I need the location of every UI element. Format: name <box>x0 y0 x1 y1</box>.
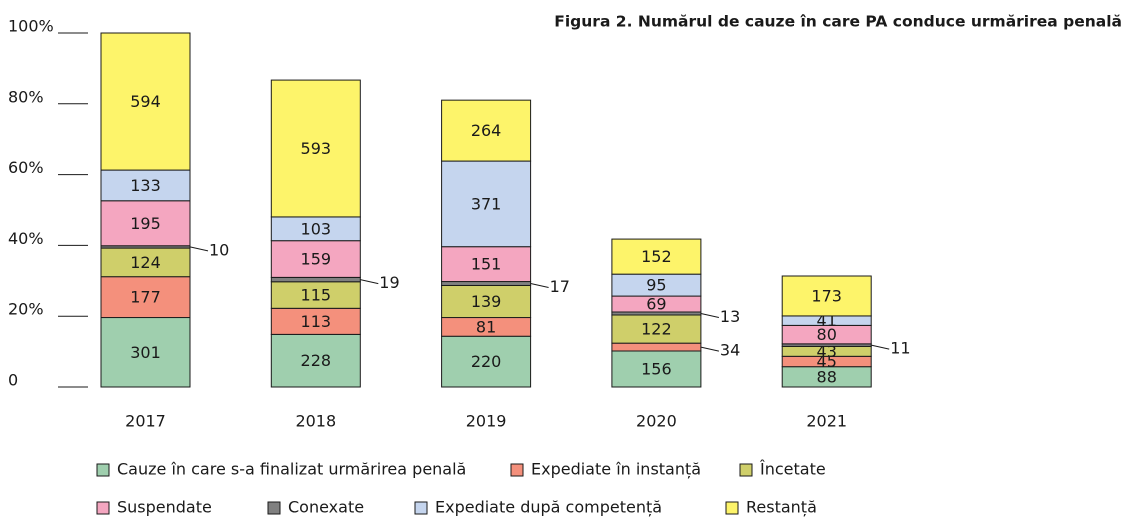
data-label: 301 <box>130 343 161 362</box>
data-label: 13 <box>720 307 740 326</box>
bar-segment <box>781 275 872 317</box>
y-tick-label: 0 <box>8 371 18 390</box>
data-label: 115 <box>301 286 332 305</box>
bar-segment <box>270 79 361 218</box>
bar-segment <box>270 276 361 283</box>
legend-label: Încetate <box>759 460 826 479</box>
legend-label: Restanță <box>746 498 817 517</box>
leader-line <box>189 246 209 252</box>
leader-line <box>700 346 720 352</box>
y-tick-label: 40% <box>8 229 44 248</box>
x-tick-label: 2017 <box>125 412 166 431</box>
bar-segment <box>270 333 361 388</box>
legend-swatch <box>739 463 753 477</box>
legend-swatch <box>96 463 110 477</box>
bar-segment <box>270 307 361 335</box>
data-label: 156 <box>641 360 672 379</box>
bar-segment <box>441 160 532 248</box>
legend-label: Conexate <box>288 498 364 517</box>
data-label: 88 <box>817 367 837 386</box>
bar-segment <box>441 246 532 283</box>
x-tick-label: 2019 <box>466 412 507 431</box>
x-tick-label: 2020 <box>636 412 677 431</box>
data-label: 34 <box>720 341 740 360</box>
data-label: 19 <box>379 273 399 292</box>
legend-swatch <box>414 501 428 515</box>
data-label: 103 <box>301 219 332 238</box>
data-label: 17 <box>550 277 570 296</box>
data-label: 177 <box>130 288 161 307</box>
data-label: 152 <box>641 247 672 266</box>
data-label: 173 <box>811 286 842 305</box>
data-label: 11 <box>890 339 910 358</box>
data-label: 10 <box>209 240 229 259</box>
data-label: 81 <box>476 317 496 336</box>
data-label: 122 <box>641 320 672 339</box>
bar-segment <box>100 317 191 388</box>
bar-segment <box>611 342 702 352</box>
bar-segment <box>100 276 191 319</box>
legend-swatch <box>725 501 739 515</box>
legend-label: Cauze în care s-a finalizat urmărirea pe… <box>117 460 466 479</box>
data-label: 593 <box>301 139 332 158</box>
data-label: 220 <box>471 352 502 371</box>
data-label: 151 <box>471 255 502 274</box>
legend-label: Expediate după competență <box>435 498 662 517</box>
data-label: 195 <box>130 214 161 233</box>
legend-label: Suspendate <box>117 498 212 517</box>
bar-segment <box>100 32 191 171</box>
data-label: 133 <box>130 176 161 195</box>
data-label: 124 <box>130 253 161 272</box>
bar-segment <box>441 335 532 388</box>
bar-segment <box>441 284 532 319</box>
x-tick-label: 2021 <box>806 412 847 431</box>
bar-segment <box>611 350 702 388</box>
legend-swatch <box>510 463 524 477</box>
data-label: 69 <box>646 295 666 314</box>
leader-line <box>871 344 890 350</box>
data-label: 139 <box>471 292 502 311</box>
chart-title: Figura 2. Numărul de cauze în care PA co… <box>554 13 1122 31</box>
leader-line <box>530 283 549 288</box>
y-tick-label: 20% <box>8 300 44 319</box>
bar-segment <box>611 238 702 275</box>
legend-swatch <box>267 501 281 515</box>
bar-segment <box>441 99 532 162</box>
leader-line <box>360 279 379 285</box>
legend-swatch <box>96 501 110 515</box>
data-label: 594 <box>130 92 161 111</box>
y-tick-label: 100% <box>8 17 54 36</box>
x-tick-label: 2018 <box>295 412 336 431</box>
data-label: 95 <box>646 276 666 295</box>
bar-segment <box>611 314 702 344</box>
bar-segment <box>100 247 191 278</box>
legend-label: Expediate în instanță <box>531 460 701 479</box>
data-label: 264 <box>471 121 502 140</box>
data-label: 80 <box>817 325 837 344</box>
bar-segment <box>441 281 532 286</box>
y-tick-label: 60% <box>8 158 44 177</box>
data-label: 228 <box>301 351 332 370</box>
leader-line <box>700 313 720 318</box>
bar-segment <box>270 281 361 309</box>
data-label: 159 <box>301 250 332 269</box>
data-label: 113 <box>301 312 332 331</box>
y-tick-label: 80% <box>8 87 44 106</box>
data-label: 371 <box>471 194 502 213</box>
